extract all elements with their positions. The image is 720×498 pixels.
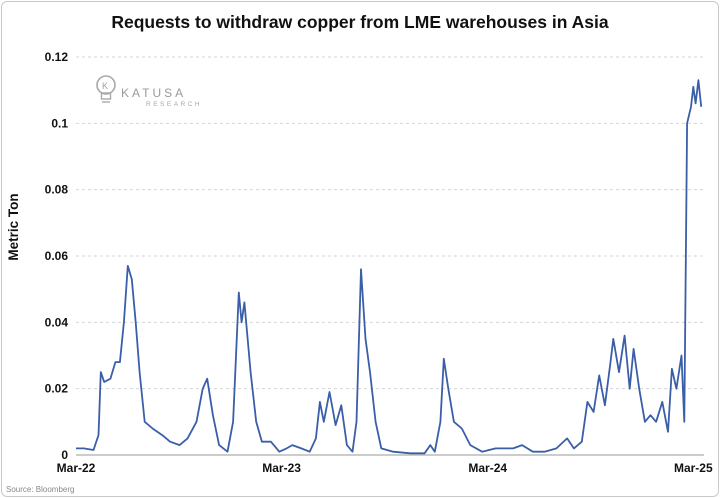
watermark-logo: K KATUSA RESEARCH xyxy=(96,75,202,108)
source-note: Source: Bloomberg xyxy=(6,485,75,494)
lightbulb-icon: K xyxy=(96,75,116,103)
series-line xyxy=(76,79,703,455)
y-tick-label: 0.02 xyxy=(45,382,69,396)
logo-sub: RESEARCH xyxy=(146,101,202,108)
y-tick-label: 0.08 xyxy=(45,183,69,197)
x-tick-label: Mar-23 xyxy=(262,461,301,475)
x-tick-label: Mar-22 xyxy=(57,461,96,475)
y-tick-label: 0.06 xyxy=(45,249,69,263)
y-tick-label: 0.04 xyxy=(45,315,69,329)
chart-title: Requests to withdraw copper from LME war… xyxy=(111,12,609,32)
x-tick-label: Mar-24 xyxy=(468,461,507,475)
x-tick-labels: Mar-22 Mar-23 Mar-24 Mar-25 xyxy=(57,461,713,475)
y-tick-label: 0 xyxy=(61,448,68,462)
gridlines xyxy=(76,56,704,456)
svg-text:K: K xyxy=(102,81,108,91)
y-tick-labels: 0 0.02 0.04 0.06 0.08 0.1 0.12 xyxy=(45,50,69,462)
y-tick-label: 0.1 xyxy=(51,116,68,130)
logo-name: KATUSA xyxy=(121,86,186,100)
x-tick-label: Mar-25 xyxy=(674,461,713,475)
y-tick-label: 0.12 xyxy=(45,50,69,64)
